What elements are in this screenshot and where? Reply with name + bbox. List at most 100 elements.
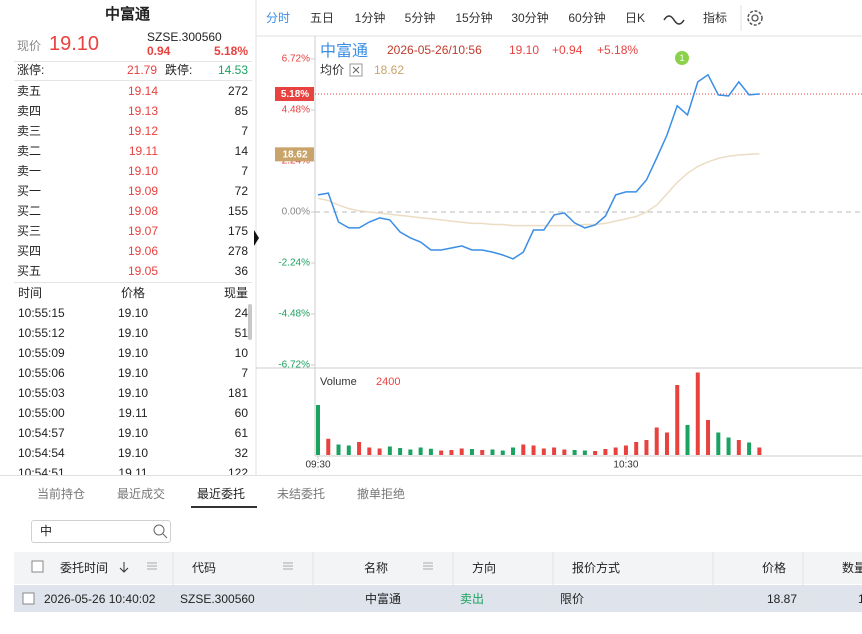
book-volume: 155 [227,204,248,218]
book-price: 19.10 [127,164,158,178]
y-tick-label: -4.48% [278,309,310,320]
orders-tab[interactable]: 最近委托 [197,487,246,501]
volume-bar [716,432,721,455]
price-label: 现价 [17,39,42,53]
orders-tab[interactable]: 最近成交 [117,487,166,501]
book-volume: 72 [234,184,248,198]
timeframe-tab[interactable]: 5分钟 [405,10,436,25]
volume-bar [654,427,659,455]
event-badge [675,51,689,65]
trade-cell: 19.10 [117,386,149,400]
search-icon [162,533,168,539]
book-volume: 272 [227,84,248,98]
change: 0.94 [147,44,171,58]
change-pct: 5.18% [213,44,248,58]
volume-bar [675,385,680,455]
trades-header: 价格 [120,286,145,300]
scrollbar[interactable] [248,304,252,340]
volume-bar [428,448,433,455]
checkbox[interactable] [22,592,35,605]
trade-cell: 10:55:09 [18,346,65,360]
settings-icon[interactable] [747,10,763,26]
timeframe-tab[interactable]: 30分钟 [511,10,548,25]
volume-bar [757,447,762,455]
volume-bar [695,372,700,455]
column-header[interactable]: 价格 [761,561,786,575]
book-label: 卖四 [17,104,42,118]
indicator-button[interactable]: 指标 [703,10,727,25]
orders-tab[interactable]: 撤单拒绝 [357,487,406,501]
volume-bar [726,437,731,455]
timeframe-tab[interactable]: 1分钟 [355,10,386,25]
search-icon [153,524,165,536]
collapse-handle[interactable] [254,230,259,246]
book-price: 19.14 [127,84,158,98]
volume-bar [439,450,444,455]
book-label: 买三 [17,224,42,238]
volume-bar [357,442,362,455]
book-label: 卖三 [17,124,42,138]
volume-bar [552,447,557,455]
sort-icon[interactable] [119,562,129,573]
limit-down-label: 跌停: [165,63,193,77]
volume-bar [603,449,608,455]
volume-bar [326,438,331,455]
order-cell: 限价 [560,592,585,606]
order-cell: 卖出 [460,592,485,606]
trade-cell: 10:55:12 [18,326,65,340]
trade-cell: 181 [227,386,248,400]
volume-bar [408,449,413,455]
orders-tab[interactable]: 当前持仓 [37,487,86,501]
book-label: 买二 [17,204,42,218]
volume-bar [398,448,403,455]
volume-bar [685,425,690,455]
book-volume: 36 [234,264,248,278]
book-volume: 7 [241,124,248,138]
table-header-bg [14,552,862,584]
book-price: 19.08 [127,204,158,218]
volume-bar [449,450,454,455]
column-header[interactable]: 报价方式 [572,561,621,575]
trade-cell: 10 [234,346,248,360]
orders-tab[interactable]: 未结委托 [277,487,326,501]
y-tick-label: -2.24% [278,258,310,269]
column-header[interactable]: 委托时间 [60,561,109,575]
column-header[interactable]: 代码 [192,561,217,575]
avg-price-tag [275,147,314,162]
timeframe-tab[interactable]: 60分钟 [568,10,605,25]
volume-title: Volume [320,376,357,388]
volume-bar [593,451,598,455]
column-header[interactable]: 名称 [363,561,388,575]
trades-header: 现量 [223,286,248,300]
book-label: 买一 [17,184,42,198]
divider [14,80,252,81]
stock-name: 中富通 [104,6,150,23]
search-text: 中 [40,524,53,538]
column-header[interactable]: 数量 [842,561,862,575]
trades-header: 时间 [18,286,43,300]
event-badge-label: 1 [679,53,684,63]
limit-down: 14.53 [217,63,248,77]
book-volume: 7 [241,164,248,178]
avg-price-tag-label: 18.62 [282,149,307,160]
trade-cell: 60 [234,406,248,420]
trade-cell: 19.11 [118,466,148,475]
book-price: 19.06 [127,244,158,258]
trade-cell: 10:55:03 [18,386,65,400]
timeframe-tab[interactable]: 15分钟 [455,10,492,25]
avg-line [317,153,760,227]
avg-toggle-x [352,66,360,74]
timeframe-tab[interactable]: 分时 [266,11,290,25]
timeframe-tab[interactable]: 日K [625,11,645,25]
trade-cell: 10:55:00 [18,406,65,420]
volume-bar [459,448,464,455]
volume-bar [664,432,669,455]
line-style-icon[interactable] [663,15,685,25]
timeframe-tab[interactable]: 五日 [310,11,334,25]
checkbox[interactable] [31,560,44,573]
search-box[interactable]: 中 [31,520,171,543]
column-header[interactable]: 方向 [472,561,497,575]
volume-bar [613,447,618,455]
book-price: 19.05 [127,264,158,278]
